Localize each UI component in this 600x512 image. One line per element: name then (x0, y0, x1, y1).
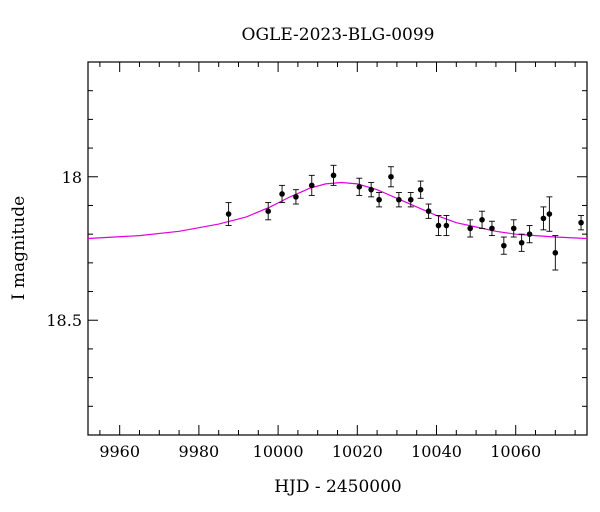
plot-area (87, 61, 588, 436)
data-point (356, 177, 363, 196)
y-axis-label: I magnitude (9, 196, 29, 300)
x-tick-label: 9980 (179, 442, 220, 461)
data-point (308, 174, 315, 196)
data-point-marker (368, 186, 374, 193)
data-point (225, 202, 232, 226)
y-tick-label: 18.5 (46, 311, 82, 330)
x-tick-label: 10040 (411, 442, 462, 461)
data-point (376, 192, 383, 208)
data-point-marker (435, 222, 442, 229)
data-point (368, 182, 375, 198)
data-point (546, 196, 553, 232)
data-point-marker (443, 222, 450, 229)
data-point-marker (501, 242, 507, 249)
data-point-marker (265, 208, 271, 214)
axis-ticks (88, 61, 587, 436)
data-point (578, 215, 585, 231)
data-point (500, 236, 507, 255)
data-point (435, 215, 442, 237)
data-point (395, 192, 402, 208)
data-points-group (225, 164, 585, 271)
tick-labels: 9960 9980 10000 10020 10040 10060 18 18.5 (46, 168, 541, 461)
chart-title: OGLE-2023-BLG-0099 (242, 25, 435, 45)
x-tick-label: 10060 (490, 442, 541, 461)
data-point (417, 180, 424, 199)
data-point-marker (546, 211, 553, 217)
data-point-marker (526, 231, 533, 237)
model-curve-group (87, 181, 588, 240)
data-point-marker (417, 186, 424, 193)
data-point-marker (376, 196, 382, 203)
x-tick-label: 9960 (99, 442, 140, 461)
data-point (387, 166, 394, 188)
x-axis-label: HJD - 2450000 (274, 477, 402, 497)
data-point-marker (578, 219, 584, 226)
data-point (518, 233, 525, 252)
data-point (265, 202, 272, 221)
data-point-marker (279, 191, 285, 197)
data-point (292, 189, 299, 205)
data-point (552, 235, 559, 271)
data-point (443, 215, 450, 237)
x-tick-label: 10000 (253, 442, 304, 461)
data-point (488, 220, 495, 237)
data-point-marker (552, 250, 559, 256)
data-point (526, 225, 533, 244)
data-point (279, 184, 286, 204)
data-point (540, 206, 547, 231)
y-tick-label: 18 (62, 168, 82, 187)
data-point-marker (293, 194, 299, 200)
data-point (425, 203, 432, 219)
data-point-marker (467, 225, 473, 232)
data-point-marker (407, 196, 414, 203)
data-point (479, 210, 486, 229)
data-point-marker (425, 208, 432, 214)
plot-frame (87, 61, 588, 436)
data-point (467, 219, 474, 238)
data-point-marker (388, 173, 394, 180)
data-point-marker (396, 196, 402, 203)
data-point (330, 164, 337, 186)
data-point-marker (479, 217, 485, 223)
data-point-marker (518, 239, 525, 246)
model-curve (87, 181, 588, 240)
x-tick-label: 10020 (332, 442, 383, 461)
data-point-marker (308, 182, 315, 189)
data-point-marker (540, 215, 547, 222)
data-point (407, 192, 414, 208)
data-point-marker (356, 184, 363, 190)
data-point (510, 219, 517, 238)
data-point-marker (225, 211, 232, 217)
data-point-marker (510, 225, 517, 232)
data-point-marker (330, 172, 337, 179)
data-point-marker (489, 225, 495, 232)
